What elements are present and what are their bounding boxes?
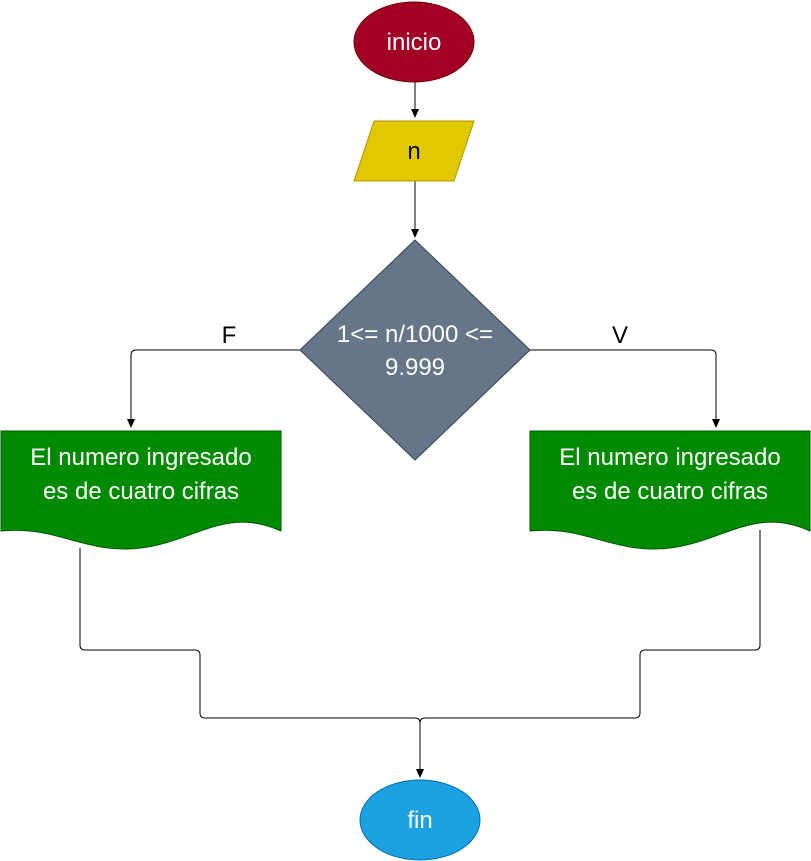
decision-node: 1<= n/1000 <= 9.999 <box>299 239 531 461</box>
start-ellipse <box>353 1 475 83</box>
end-label: fin <box>407 807 432 834</box>
start-node: inicio <box>353 1 475 83</box>
edge-right-output-to-end <box>419 530 761 724</box>
branch-false-label: F <box>222 322 237 349</box>
output-left-node: El numero ingresado es de cuatro cifras <box>0 430 282 550</box>
output-left-line-1: El numero ingresado <box>30 444 251 471</box>
output-left-document <box>0 430 282 550</box>
end-ellipse <box>359 779 481 861</box>
output-right-document <box>529 430 811 550</box>
output-right-line-1: El numero ingresado <box>559 444 780 471</box>
decision-diamond <box>299 239 531 461</box>
end-node: fin <box>359 779 481 861</box>
output-right-node: El numero ingresado es de cuatro cifras <box>529 430 811 550</box>
input-node: n <box>353 120 475 182</box>
edge-decision-false <box>127 349 302 428</box>
input-parallelogram <box>353 120 475 182</box>
branch-true-label: V <box>612 322 628 349</box>
input-label: n <box>407 138 420 165</box>
edge-left-output-to-end <box>79 548 424 778</box>
edge-decision-true <box>528 349 720 428</box>
output-left-line-2: es de cuatro cifras <box>43 478 239 505</box>
start-label: inicio <box>387 29 442 56</box>
decision-label-line-2: 9.999 <box>385 354 445 381</box>
decision-label-line-1: 1<= n/1000 <= <box>337 321 493 348</box>
output-right-line-2: es de cuatro cifras <box>572 478 768 505</box>
